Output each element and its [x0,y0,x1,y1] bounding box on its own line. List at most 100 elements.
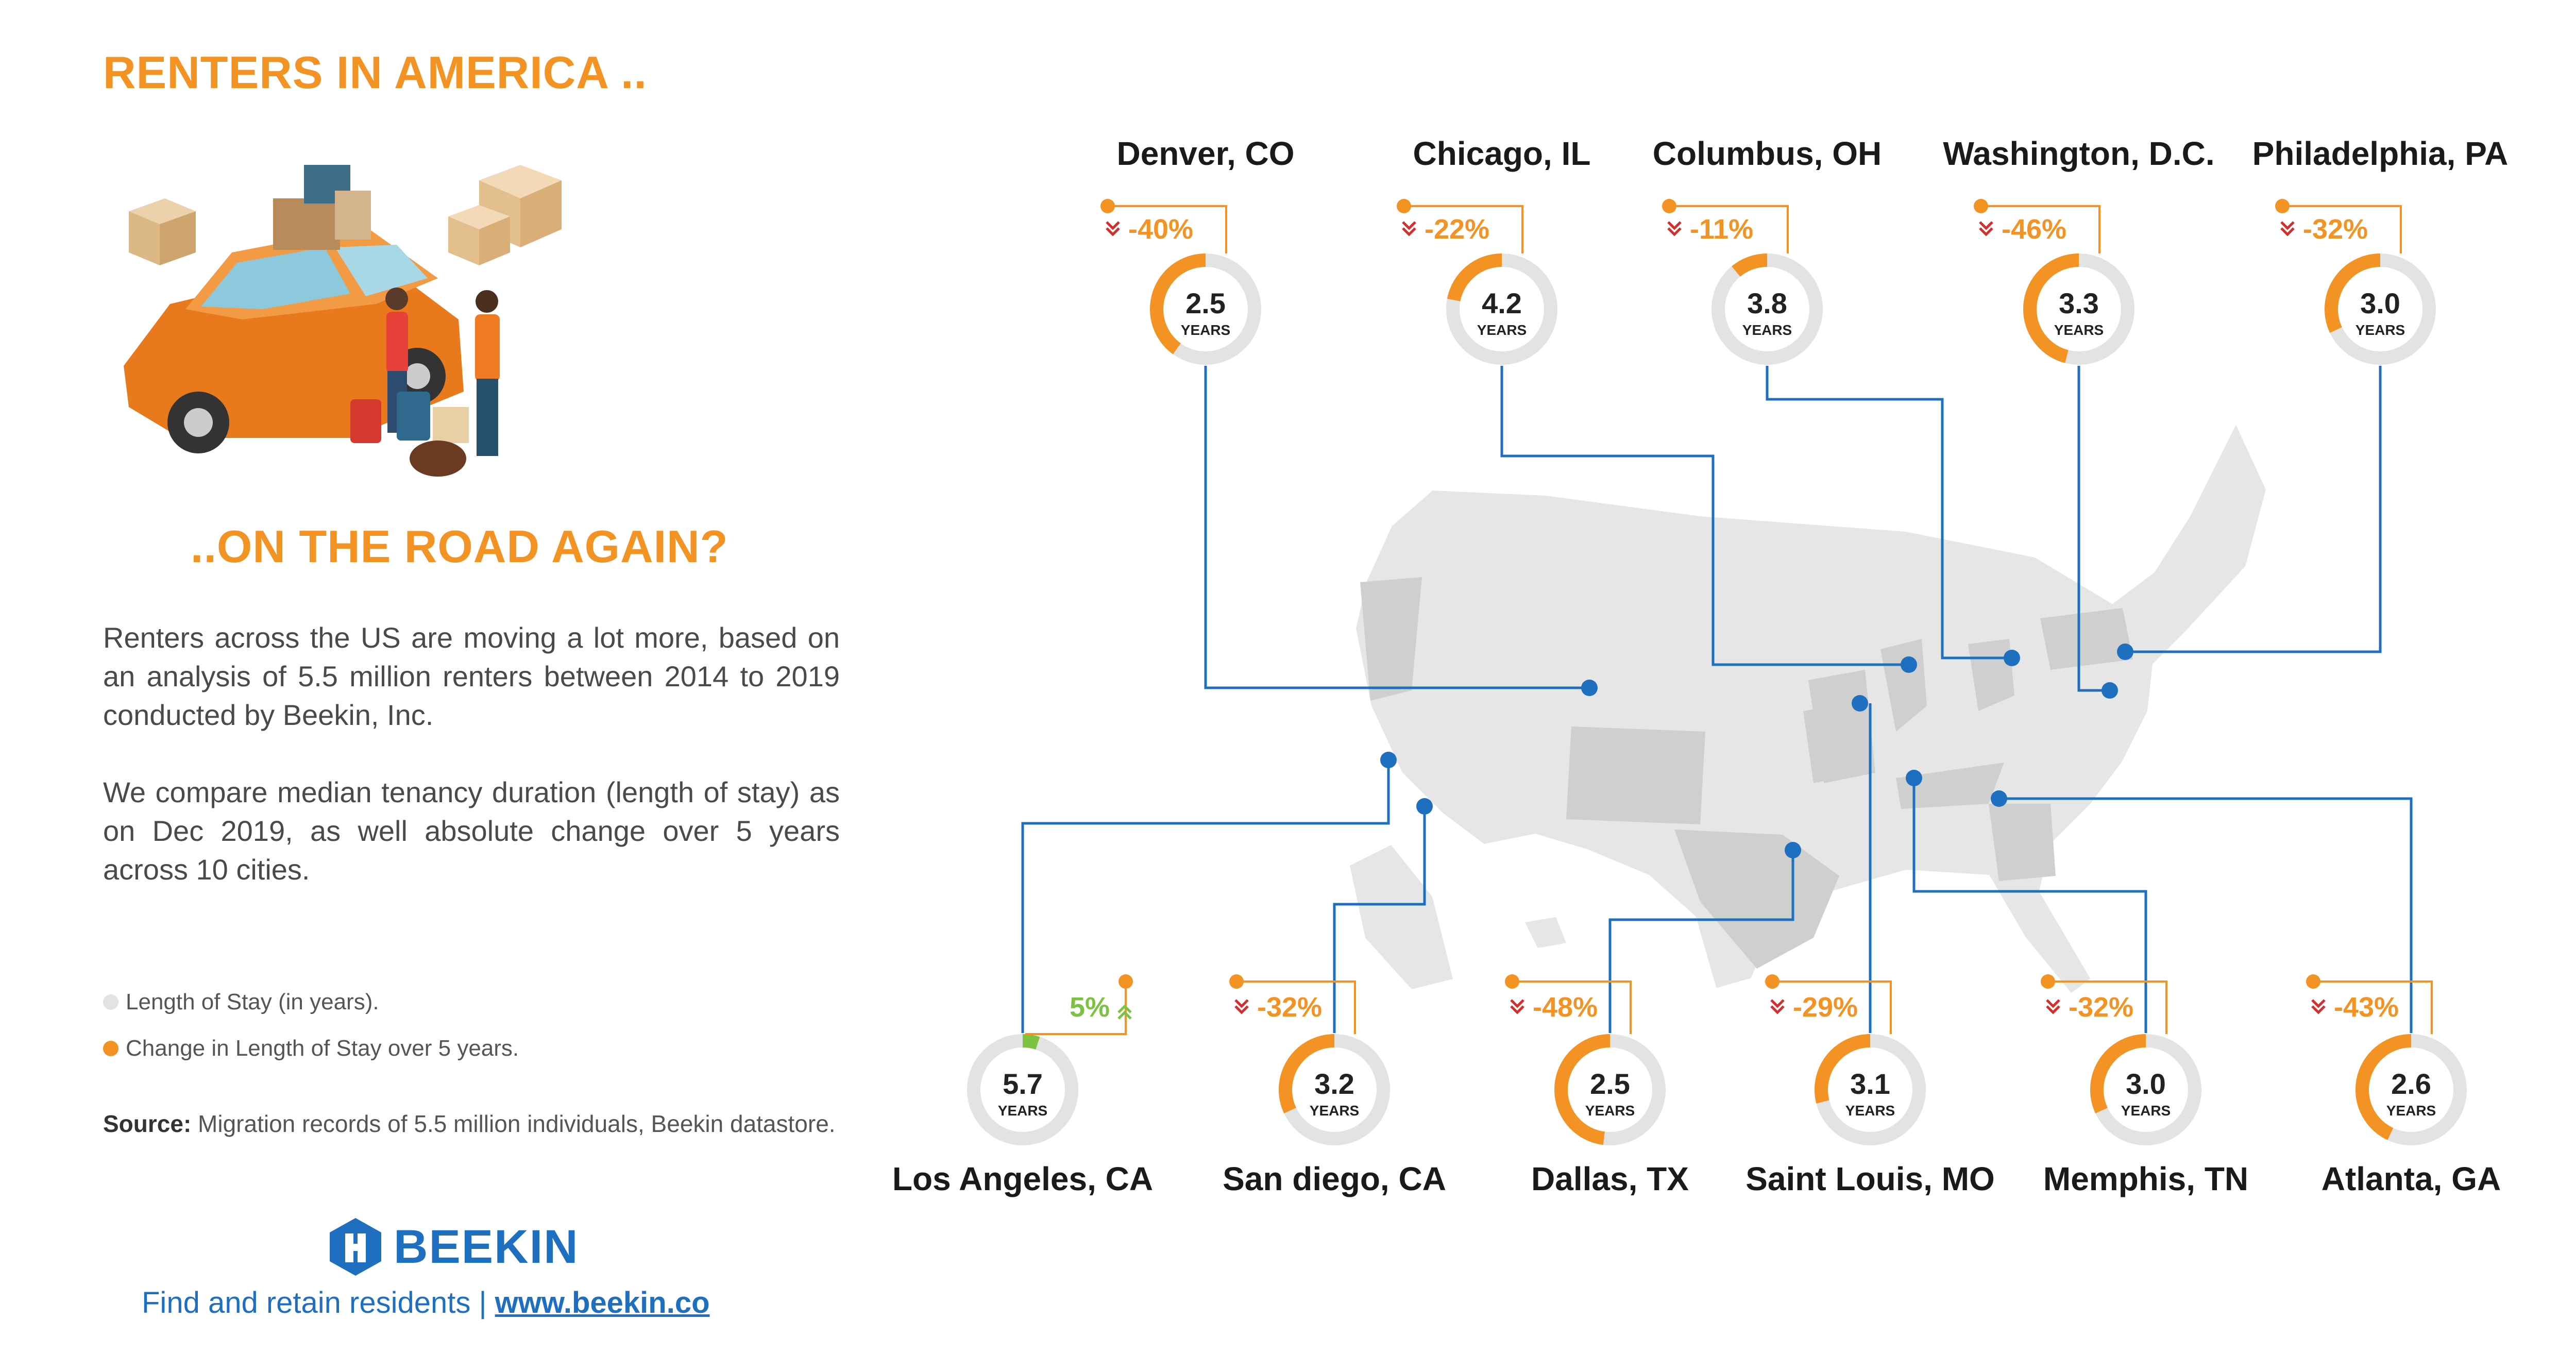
connector-atlanta-ga [1999,797,2413,1033]
callout-dot [1974,199,1988,213]
change-value: -11% [1690,214,1753,245]
callout-line [1512,980,1632,1034]
map-point-dallas-tx [1785,842,1801,858]
change-value: 5% [1070,992,1110,1023]
decrease-chevron-icon [1402,221,1416,230]
connector-san-diego-ca [1333,806,1426,1033]
map-point-washington-d-c [2102,682,2118,699]
source-text: Migration records of 5.5 million individ… [198,1110,836,1137]
donut-change-arc [1150,253,1261,365]
connector-dallas-tx [1608,850,1794,1033]
donut-saint-louis-mo: 3.1 YEARS [1815,1034,1926,1145]
years-unit: YEARS [2054,322,2104,338]
page-title: RENTERS IN AMERICA .. [103,47,647,98]
people-illustration [350,287,500,477]
donut-chicago-il: 4.2 YEARS [1446,253,1557,365]
donut-san-diego-ca: 3.2 YEARS [1279,1034,1390,1145]
callout-dot [2275,199,2290,213]
crate-illustration [129,198,196,265]
change-callout-columbus-oh: -11% [1662,199,1789,253]
change-callout-san-diego-ca: -32% [1229,974,1356,1034]
decrease-chevron-icon [1510,999,1524,1008]
decrease-chevron-icon [1667,221,1682,230]
years-value: 2.5 [1590,1068,1630,1100]
callout-line [2048,980,2167,1034]
legend-length: Length of Stay (in years). [103,989,379,1015]
years-value: 3.0 [2126,1068,2166,1100]
connector-washington-d-c [2077,366,2110,692]
donut-memphis-tn: 3.0 YEARS [2090,1034,2201,1145]
connector-chicago-il [1500,366,1909,666]
change-callout-los-angeles-ca: 5% [1025,974,1133,1035]
city-donuts: 2.5 YEARS -40% Denver, CO 4.2 YEARS -22% Chicag… [892,135,2508,1197]
map-point-philadelphia-pa [2117,644,2133,660]
decrease-chevron-icon [2311,999,2326,1008]
years-unit: YEARS [2121,1103,2171,1119]
connector-los-angeles-ca [1021,760,1390,1033]
donut-change-arc [1711,253,1823,365]
map-point-memphis-tn [1906,770,1922,786]
decrease-chevron-icon [1402,227,1416,236]
change-callout-saint-louis-mo: -29% [1765,974,1892,1034]
donut-philadelphia-pa: 3.0 YEARS [2325,253,2436,365]
callout-dot [2306,974,2320,989]
donut-change-arc [1554,1034,1666,1145]
callout-dot [1765,974,1780,989]
callout-line [2313,980,2433,1034]
change-value: -32% [1257,992,1322,1023]
years-value: 3.2 [1314,1068,1354,1100]
donut-los-angeles-ca: 5.7 YEARS [967,1034,1078,1145]
donut-denver-co: 2.5 YEARS [1150,253,1261,365]
connector-philadelphia-pa [2125,366,2382,653]
years-value: 3.3 [2059,287,2099,319]
decrease-chevron-icon [1667,227,1682,236]
years-unit: YEARS [1585,1103,1635,1119]
callout-line [1669,205,1789,253]
years-value: 2.5 [1185,287,1226,319]
callout-dot [1100,199,1115,213]
city-label-atlanta-ga: Atlanta, GA [2321,1160,2501,1197]
decrease-chevron-icon [1770,1005,1785,1014]
years-unit: YEARS [1742,322,1792,338]
change-value: -48% [1533,992,1598,1023]
legend-length-label: Length of Stay (in years). [126,989,379,1014]
increase-chevron-icon [1117,1004,1132,1013]
callout-dot [1662,199,1676,213]
decrease-chevron-icon [2311,1005,2326,1014]
map-point-columbus-oh [2004,650,2020,666]
decrease-chevron-icon [1979,227,1993,236]
change-callout-memphis-tn: -32% [2041,974,2167,1034]
years-unit: YEARS [1845,1103,1895,1119]
map-point-saint-louis-mo [1852,695,1868,712]
city-label-washington-d-c: Washington, D.C. [1943,135,2214,172]
decrease-chevron-icon [1979,221,1993,230]
change-value: -32% [2069,992,2133,1023]
years-value: 5.7 [1003,1068,1043,1100]
source-note: Source: Migration records of 5.5 million… [103,1108,845,1140]
donut-dallas-tx: 2.5 YEARS [1554,1034,1666,1145]
website-link[interactable]: www.beekin.co [495,1286,710,1320]
legend-change-dot [103,1041,118,1056]
years-value: 3.0 [2360,287,2400,319]
map-point-los-angeles-ca [1380,752,1397,768]
brand-name: BEEKIN [394,1220,579,1273]
years-value: 3.8 [1747,287,1787,319]
us-map [1350,420,2268,996]
change-callout-denver-co: -40% [1100,199,1227,253]
change-callout-atlanta-ga: -43% [2306,974,2433,1034]
city-label-philadelphia-pa: Philadelphia, PA [2252,135,2509,172]
change-callout-philadelphia-pa: -32% [2275,199,2402,253]
connector-lines [1021,366,2413,1033]
beekin-hex-icon [330,1218,381,1276]
callout-line [1108,205,1227,253]
decrease-chevron-icon [1234,1005,1249,1014]
donut-change-arc [2325,253,2436,365]
callout-line [1772,980,1892,1034]
years-unit: YEARS [1477,322,1527,338]
callout-dot [1505,974,1519,989]
change-value: -29% [1793,992,1858,1023]
donut-change-arc [2355,1034,2467,1145]
years-unit: YEARS [1181,322,1230,338]
callout-dot [2041,974,2055,989]
callout-line [2282,205,2402,253]
